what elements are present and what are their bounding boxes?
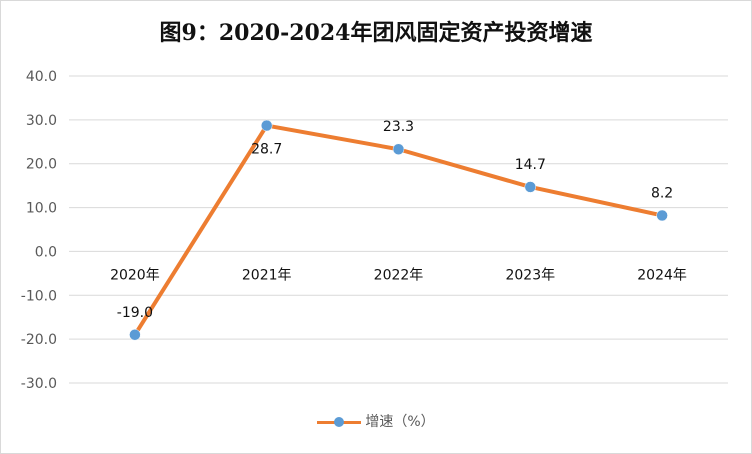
data-point: [656, 209, 668, 222]
chart-title: 图9：2020-2024年团风固定资产投资增速: [159, 20, 593, 46]
series-line: [132, 123, 665, 337]
y-tick-label: 10.0: [26, 201, 57, 217]
data-point: [129, 329, 141, 341]
x-category-label: 2021年: [242, 267, 292, 283]
y-tick-label: -30.0: [21, 376, 57, 392]
x-category-label: 2020年: [110, 267, 160, 283]
legend-line-marker-icon: [317, 416, 362, 428]
series-growth: [129, 119, 668, 341]
y-tick-label: 40.0: [26, 69, 57, 85]
y-tick-label: -20.0: [21, 332, 57, 348]
data-label: 14.7: [515, 157, 546, 173]
legend: 增速（%）: [1, 411, 751, 431]
legend-label: 增速（%）: [365, 414, 435, 430]
data-label: 28.7: [251, 142, 282, 158]
data-point: [392, 143, 405, 155]
data-labels: -19.0 28.7 23.3 14.7 8.2: [117, 119, 673, 321]
y-tick-label: -10.0: [21, 288, 57, 304]
data-label: 23.3: [383, 119, 414, 135]
x-category-label: 2023年: [505, 267, 555, 283]
y-tick-label: 20.0: [26, 157, 57, 173]
y-tick-label: 30.0: [26, 113, 57, 129]
data-label: -19.0: [117, 305, 153, 321]
y-tick-label: 0.0: [35, 244, 57, 260]
category-labels: 2020年 2021年 2022年 2023年 2024年: [110, 267, 687, 283]
y-axis-ticks: 40.0 30.0 20.0 10.0 0.0 -10.0 -20.0 -30.0: [21, 69, 57, 392]
x-category-label: 2022年: [374, 267, 424, 283]
gridlines: [69, 75, 728, 384]
data-label: 8.2: [651, 185, 673, 201]
data-point: [260, 119, 273, 132]
data-point: [524, 181, 537, 193]
x-category-label: 2024年: [637, 267, 687, 283]
